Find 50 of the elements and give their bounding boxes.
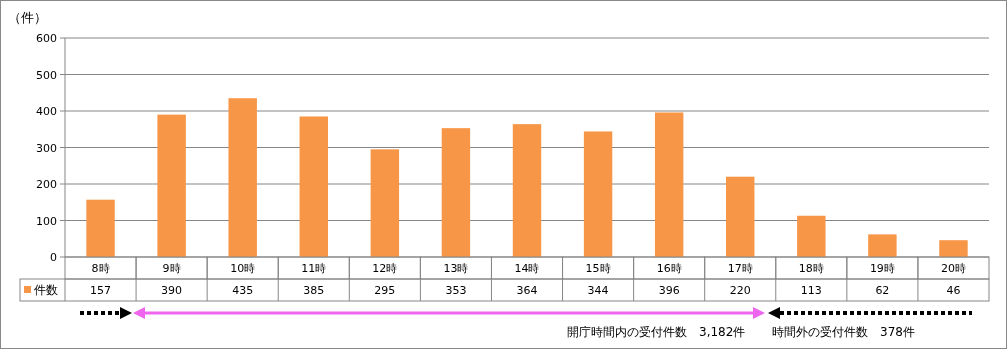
text: 開庁時間内の受付件数 3,182件 — [567, 325, 746, 339]
bar — [583, 131, 613, 257]
x-tick-label: 20時 — [940, 262, 966, 275]
bar — [654, 112, 684, 257]
y-tick-label: 600 — [36, 32, 57, 45]
x-tick-label: 10時 — [230, 262, 256, 275]
x-tick-label: 18時 — [798, 262, 824, 275]
data-label: 295 — [374, 284, 396, 297]
x-tick-label: 19時 — [869, 262, 895, 275]
y-tick-label: 0 — [50, 251, 57, 264]
x-tick-label: 12時 — [372, 262, 398, 275]
x-tick-label: 17時 — [727, 262, 753, 275]
x-tick-label: 15時 — [585, 262, 611, 275]
y-axis-title: （件） — [8, 10, 47, 25]
x-tick-label: 13時 — [443, 262, 469, 275]
x-tick-label: 11時 — [301, 262, 327, 275]
data-label: 157 — [90, 284, 112, 297]
bar — [157, 114, 186, 257]
y-tick-label: 400 — [36, 105, 57, 118]
data-label: 220 — [729, 284, 751, 297]
data-label: 46 — [946, 284, 961, 297]
bar — [86, 199, 115, 257]
x-tick-label: 9時 — [162, 262, 181, 275]
y-tick-label: 500 — [36, 68, 57, 82]
data-label: 435 — [232, 284, 254, 297]
bar — [726, 176, 755, 257]
bar — [939, 240, 968, 257]
text: 時間外の受付件数 378件 — [772, 325, 915, 339]
x-tick-label: 14時 — [514, 262, 540, 275]
bar — [868, 234, 897, 257]
bar — [299, 116, 328, 257]
bar — [797, 215, 826, 257]
y-tick-label: 300 — [36, 141, 57, 155]
bar — [370, 149, 400, 257]
x-tick-label: 16時 — [656, 262, 682, 275]
y-tick-label: 200 — [36, 178, 57, 191]
bar — [512, 124, 542, 257]
y-tick-label: 100 — [36, 214, 57, 228]
data-label: 385 — [303, 284, 325, 297]
data-label: 390 — [161, 284, 183, 297]
data-label: 344 — [587, 284, 609, 297]
data-label: 62 — [875, 284, 890, 297]
data-label: 113 — [800, 284, 822, 297]
x-tick-label: 8時 — [91, 262, 110, 275]
legend-label: 件数 — [34, 283, 58, 297]
bar — [441, 128, 471, 257]
data-label: 396 — [658, 284, 680, 297]
bar — [228, 98, 257, 257]
data-label: 364 — [516, 284, 538, 297]
data-label: 353 — [445, 284, 467, 297]
